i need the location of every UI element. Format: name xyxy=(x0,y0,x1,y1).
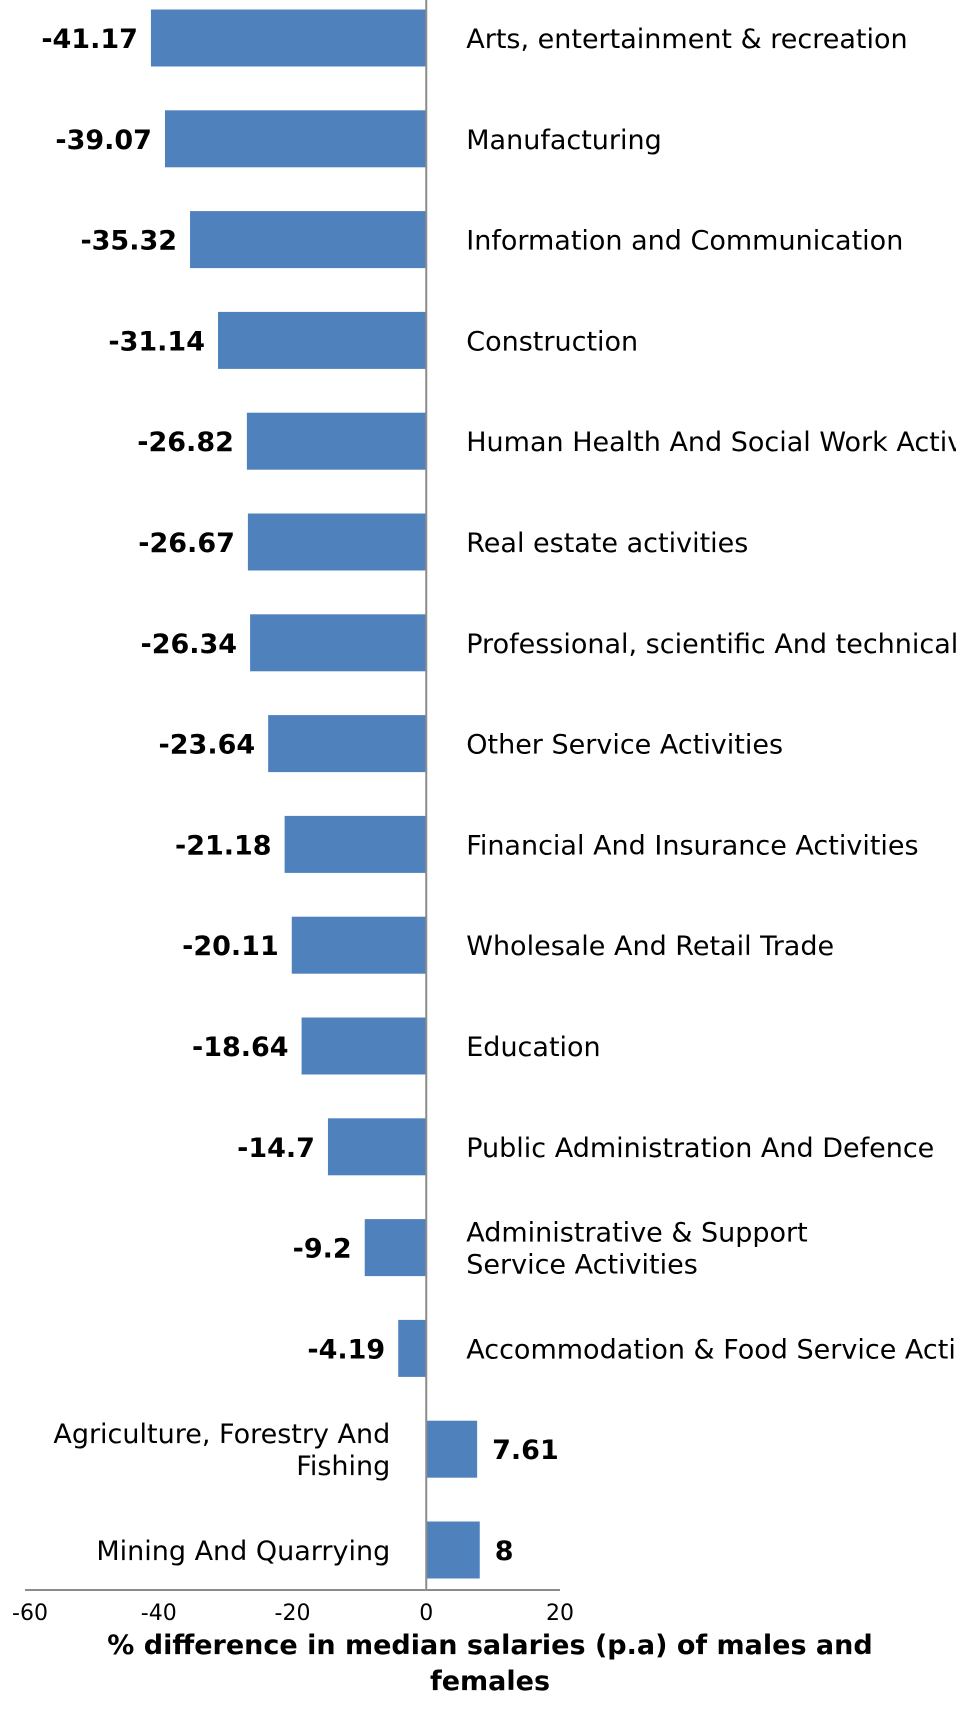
category-label-real-estate-activities: Real estate activities xyxy=(466,528,748,559)
category-label-mining-and-quarrying: Mining And Quarrying xyxy=(96,1536,390,1567)
x-tick-label-neg60: -60 xyxy=(12,1601,48,1626)
bar-human-health-and-social-work-activities xyxy=(246,412,427,470)
category-label-arts-entertainment-recreation: Arts, entertainment & recreation xyxy=(466,24,907,55)
value-label-mining-and-quarrying: 8 xyxy=(495,1536,514,1567)
value-label-real-estate-activities: -26.67 xyxy=(138,528,235,559)
value-label-professional-scientific-and-technical: -26.34 xyxy=(140,629,237,660)
bar-construction xyxy=(218,311,427,369)
value-label-financial-and-insurance-activities: -21.18 xyxy=(175,830,272,861)
value-label-information-and-communication: -35.32 xyxy=(80,226,177,257)
category-label-human-health-and-social-work-activities: Human Health And Social Work Activities xyxy=(466,427,956,458)
value-label-other-service-activities: -23.64 xyxy=(159,730,256,761)
x-tick-labels-group: -60 -40 -20 0 20 xyxy=(12,1601,574,1626)
bar-mining-and-quarrying xyxy=(426,1521,480,1579)
value-label-construction: -31.14 xyxy=(108,326,205,357)
category-label-administrative-support-service-activities: Administrative & Support Service Activiti… xyxy=(466,1218,807,1281)
bar-manufacturing xyxy=(164,110,427,168)
bar-education xyxy=(301,1017,427,1075)
x-axis-title-line-1: % difference in median salaries (p.a) of… xyxy=(107,1630,872,1661)
value-label-administrative-support-service-activities: -9.2 xyxy=(293,1234,352,1265)
category-label-financial-and-insurance-activities: Financial And Insurance Activities xyxy=(466,830,918,861)
value-label-wholesale-and-retail-trade: -20.11 xyxy=(182,931,279,962)
bar-real-estate-activities xyxy=(247,513,427,571)
category-label-agriculture-forestry-and-fishing: Agriculture, Forestry And Fishing xyxy=(53,1419,390,1482)
x-tick-label-neg40: -40 xyxy=(141,1601,177,1626)
x-axis-title-line-2: females xyxy=(430,1666,550,1697)
value-label-public-administration-and-defence: -14.7 xyxy=(237,1133,315,1164)
value-label-education: -18.64 xyxy=(192,1032,289,1063)
bar-agriculture-forestry-and-fishing xyxy=(426,1420,478,1478)
bar-wholesale-and-retail-trade xyxy=(291,916,427,974)
bar-public-administration-and-defence xyxy=(327,1118,427,1176)
bar-administrative-support-service-activities xyxy=(364,1219,427,1277)
x-tick-label-neg20: -20 xyxy=(275,1601,311,1626)
x-tick-label-0: 0 xyxy=(419,1601,433,1626)
value-label-manufacturing: -39.07 xyxy=(55,125,152,156)
category-label-professional-scientific-and-technical: Professional, scientific And technical xyxy=(466,629,956,660)
bar-arts-entertainment-recreation xyxy=(150,9,427,67)
bar-other-service-activities xyxy=(268,715,427,773)
x-tick-label-20: 20 xyxy=(546,1601,574,1626)
value-labels-group: -41.17 -39.07 -35.32 -31.14 -26.82 -26.67 -26.… xyxy=(41,24,558,1567)
value-label-arts-entertainment-recreation: -41.17 xyxy=(41,24,138,55)
category-label-public-administration-and-defence: Public Administration And Defence xyxy=(466,1133,934,1164)
category-label-accommodation-food-service-activities: Accommodation & Food Service Activities xyxy=(466,1334,956,1365)
value-label-accommodation-food-service-activities: -4.19 xyxy=(307,1334,385,1365)
bar-accommodation-food-service-activities xyxy=(398,1319,427,1377)
bar-financial-and-insurance-activities xyxy=(284,815,427,873)
bars-group xyxy=(150,9,480,1579)
value-label-human-health-and-social-work-activities: -26.82 xyxy=(137,427,234,458)
category-label-other-service-activities: Other Service Activities xyxy=(466,730,783,761)
category-label-wholesale-and-retail-trade: Wholesale And Retail Trade xyxy=(466,931,834,962)
category-label-construction: Construction xyxy=(466,326,638,357)
bar-information-and-communication xyxy=(190,211,427,269)
value-label-agriculture-forestry-and-fishing: 7.61 xyxy=(492,1435,559,1466)
category-label-information-and-communication: Information and Communication xyxy=(466,226,903,257)
category-label-manufacturing: Manufacturing xyxy=(466,125,662,156)
category-labels-group: Arts, entertainment & recreation Manufact… xyxy=(53,24,956,1567)
category-label-education: Education xyxy=(466,1032,600,1063)
bar-professional-scientific-and-technical xyxy=(250,614,427,672)
